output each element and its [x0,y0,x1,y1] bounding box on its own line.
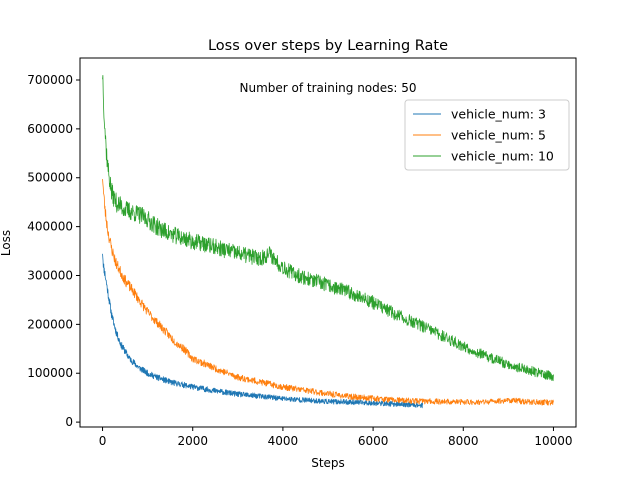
y-tick-label: 200000 [27,317,73,331]
annotation-text: Number of training nodes: 50 [239,81,416,95]
plot-frame [79,57,577,428]
legend-label: vehicle_num: 3 [451,107,546,122]
legend-box [404,99,570,171]
y-tick-label: 500000 [27,171,73,185]
chart-title: Loss over steps by Learning Rate [208,38,448,54]
x-tick-label: 6000 [358,434,389,448]
x-tick-label: 0 [99,434,107,448]
y-tick-label: 400000 [27,220,73,234]
x-tick-label: 8000 [448,434,479,448]
series-line-2 [102,179,554,406]
y-axis: 0 100000 200000 300000 400000 500000 600000 700… [27,73,80,429]
series-layer [102,75,554,409]
y-tick-label: 0 [65,415,73,429]
series-line-3 [102,75,554,382]
y-axis-label: Loss [0,230,13,256]
legend: vehicle_num: 3 vehicle_num: 5 vehicle_num:… [404,99,570,171]
legend-label: vehicle_num: 5 [451,128,546,143]
y-tick-label: 600000 [27,122,73,136]
x-tick-label: 2000 [177,434,208,448]
legend-label: vehicle_num: 10 [451,149,554,164]
y-tick-label: 700000 [27,73,73,87]
series-line-1 [102,253,424,409]
y-tick-label: 300000 [27,268,73,282]
x-tick-label: 10000 [534,434,572,448]
x-axis: 0 2000 4000 6000 8000 10000 [99,427,573,448]
x-tick-label: 4000 [268,434,299,448]
y-tick-label: 100000 [27,366,73,380]
x-axis-label: Steps [311,456,345,470]
